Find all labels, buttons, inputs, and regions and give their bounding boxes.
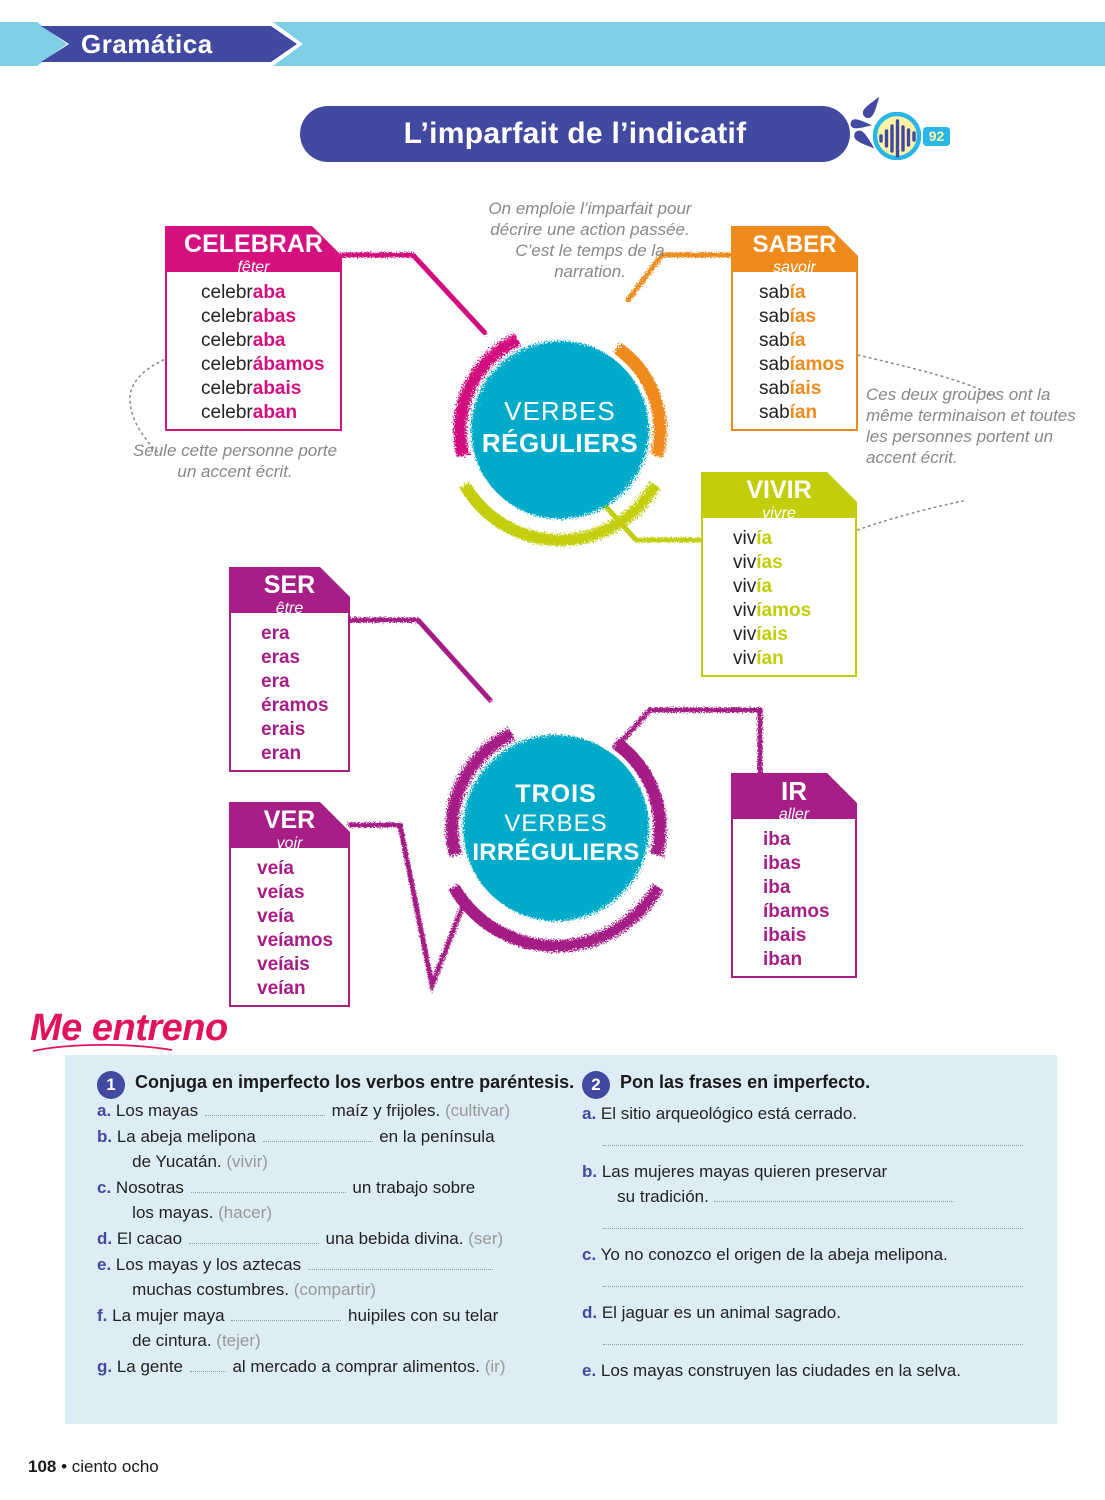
svg-text:Me entreno: Me entreno [30,1007,228,1049]
svg-text:VERBES: VERBES [504,396,616,426]
svg-text:IRRÉGULIERS: IRRÉGULIERS [472,838,639,866]
svg-text:TROIS: TROIS [515,780,596,808]
svg-text:VERBES: VERBES [504,810,607,837]
svg-text:RÉGULIERS: RÉGULIERS [482,428,638,458]
